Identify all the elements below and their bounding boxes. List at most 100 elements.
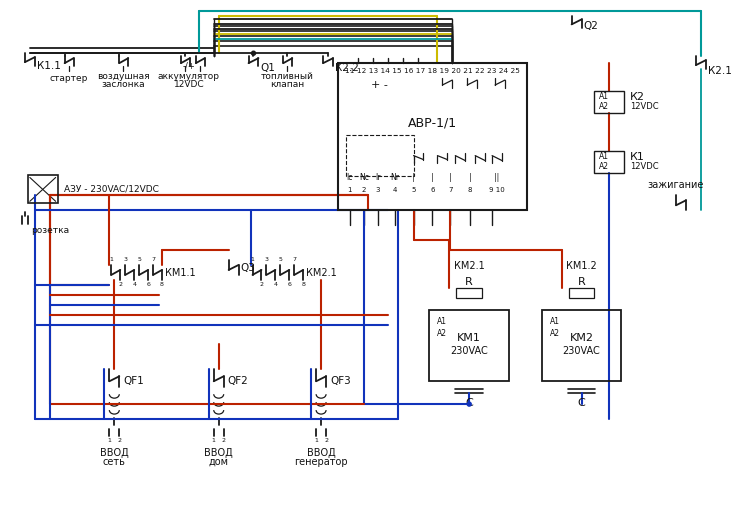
Text: 5: 5 — [412, 188, 416, 193]
Text: КМ1.1: КМ1.1 — [165, 268, 196, 278]
Text: воздушная: воздушная — [97, 71, 150, 81]
Bar — [28, 175, 57, 204]
Text: 3: 3 — [376, 188, 380, 193]
Text: 6: 6 — [430, 188, 434, 193]
Text: 6: 6 — [146, 282, 150, 287]
Text: К2.1: К2.1 — [708, 66, 731, 76]
Text: КМ1.2: КМ1.2 — [566, 261, 597, 271]
Text: зажигание: зажигание — [648, 180, 704, 190]
Text: 7: 7 — [151, 258, 155, 263]
Bar — [346, 135, 414, 176]
Text: К2.2: К2.2 — [335, 63, 359, 73]
Text: ||: || — [495, 173, 500, 182]
Bar — [542, 310, 621, 381]
Text: Ic: Ic — [347, 173, 353, 182]
Bar — [595, 91, 624, 113]
Text: -/+: -/+ — [182, 62, 196, 70]
Text: R: R — [465, 277, 473, 287]
Text: A1: A1 — [550, 317, 560, 326]
Text: |: | — [431, 173, 434, 182]
Text: КМ2.1: КМ2.1 — [306, 268, 337, 278]
Text: 2: 2 — [118, 282, 122, 287]
Bar — [569, 288, 595, 298]
Text: К1: К1 — [631, 152, 645, 161]
Text: A2: A2 — [550, 329, 560, 338]
Text: 1: 1 — [212, 438, 215, 444]
Bar — [456, 288, 482, 298]
Text: 7: 7 — [448, 188, 453, 193]
Text: A2: A2 — [598, 162, 609, 171]
Text: ВВОД: ВВОД — [204, 448, 233, 458]
Text: 8: 8 — [301, 282, 305, 287]
Text: 2: 2 — [324, 438, 328, 444]
Text: 1: 1 — [110, 258, 113, 263]
Text: розетка: розетка — [31, 226, 69, 235]
Text: 2: 2 — [222, 438, 226, 444]
Text: 9 10: 9 10 — [490, 188, 505, 193]
Text: АВР-1/1: АВР-1/1 — [408, 116, 457, 130]
Bar — [429, 310, 509, 381]
Text: 7: 7 — [293, 258, 296, 263]
Text: KM2: KM2 — [570, 333, 594, 342]
Text: Nr: Nr — [390, 173, 399, 182]
Text: |: | — [449, 173, 451, 182]
Text: 2: 2 — [362, 188, 366, 193]
Text: Nc: Nc — [359, 173, 369, 182]
Text: заслонка: заслонка — [101, 80, 145, 88]
Text: 12VDC: 12VDC — [631, 102, 659, 112]
Text: 1: 1 — [348, 188, 352, 193]
Text: 12VDC: 12VDC — [631, 162, 659, 171]
Text: Q2: Q2 — [584, 22, 598, 31]
Text: 4: 4 — [392, 188, 397, 193]
Text: 5: 5 — [279, 258, 282, 263]
Text: A1: A1 — [598, 93, 609, 101]
Text: 4: 4 — [273, 282, 277, 287]
Text: клапан: клапан — [270, 80, 304, 88]
Text: стартер: стартер — [49, 74, 87, 83]
Text: R: R — [578, 277, 586, 287]
Text: 5: 5 — [137, 258, 141, 263]
Text: C: C — [578, 398, 586, 408]
Text: C: C — [465, 398, 473, 408]
Text: 11 12 13 14 15 16 17 18 19 20 21 22 23 24 25: 11 12 13 14 15 16 17 18 19 20 21 22 23 2… — [345, 68, 520, 74]
Text: |: | — [469, 173, 472, 182]
Text: 1: 1 — [314, 438, 318, 444]
Circle shape — [251, 51, 256, 55]
Text: QF1: QF1 — [123, 376, 144, 386]
Text: 1: 1 — [107, 438, 111, 444]
Text: К2: К2 — [631, 92, 645, 102]
Text: генератор: генератор — [294, 457, 348, 467]
Text: 230VAC: 230VAC — [563, 346, 600, 356]
Text: 4: 4 — [132, 282, 136, 287]
Text: Ir: Ir — [375, 173, 381, 182]
Text: 6: 6 — [287, 282, 291, 287]
Text: аккумулятор: аккумулятор — [158, 71, 220, 81]
Text: топливный: топливный — [261, 71, 314, 81]
Text: KM1: KM1 — [457, 333, 481, 342]
Circle shape — [467, 402, 471, 406]
Text: сеть: сеть — [103, 457, 126, 467]
Text: 2: 2 — [259, 282, 263, 287]
Bar — [595, 151, 624, 173]
Text: дом: дом — [209, 457, 229, 467]
Text: 8: 8 — [468, 188, 473, 193]
Text: 230VAC: 230VAC — [451, 346, 488, 356]
Bar — [338, 63, 527, 210]
Text: A2: A2 — [598, 102, 609, 112]
Text: A1: A1 — [437, 317, 448, 326]
Text: 2: 2 — [118, 438, 121, 444]
Text: 12VDC: 12VDC — [173, 80, 204, 88]
Text: |: | — [412, 173, 415, 182]
Text: A2: A2 — [437, 329, 448, 338]
Text: QF2: QF2 — [228, 376, 248, 386]
Text: 3: 3 — [265, 258, 268, 263]
Text: Q3: Q3 — [240, 263, 256, 273]
Text: 8: 8 — [160, 282, 164, 287]
Text: К1.1: К1.1 — [37, 61, 61, 71]
Text: ВВОД: ВВОД — [100, 448, 129, 458]
Text: АЗУ - 230VAC/12VDC: АЗУ - 230VAC/12VDC — [64, 185, 159, 194]
Text: 1: 1 — [251, 258, 254, 263]
Text: Q1: Q1 — [260, 63, 276, 73]
Text: 3: 3 — [123, 258, 127, 263]
Text: КМ2.1: КМ2.1 — [453, 261, 484, 271]
